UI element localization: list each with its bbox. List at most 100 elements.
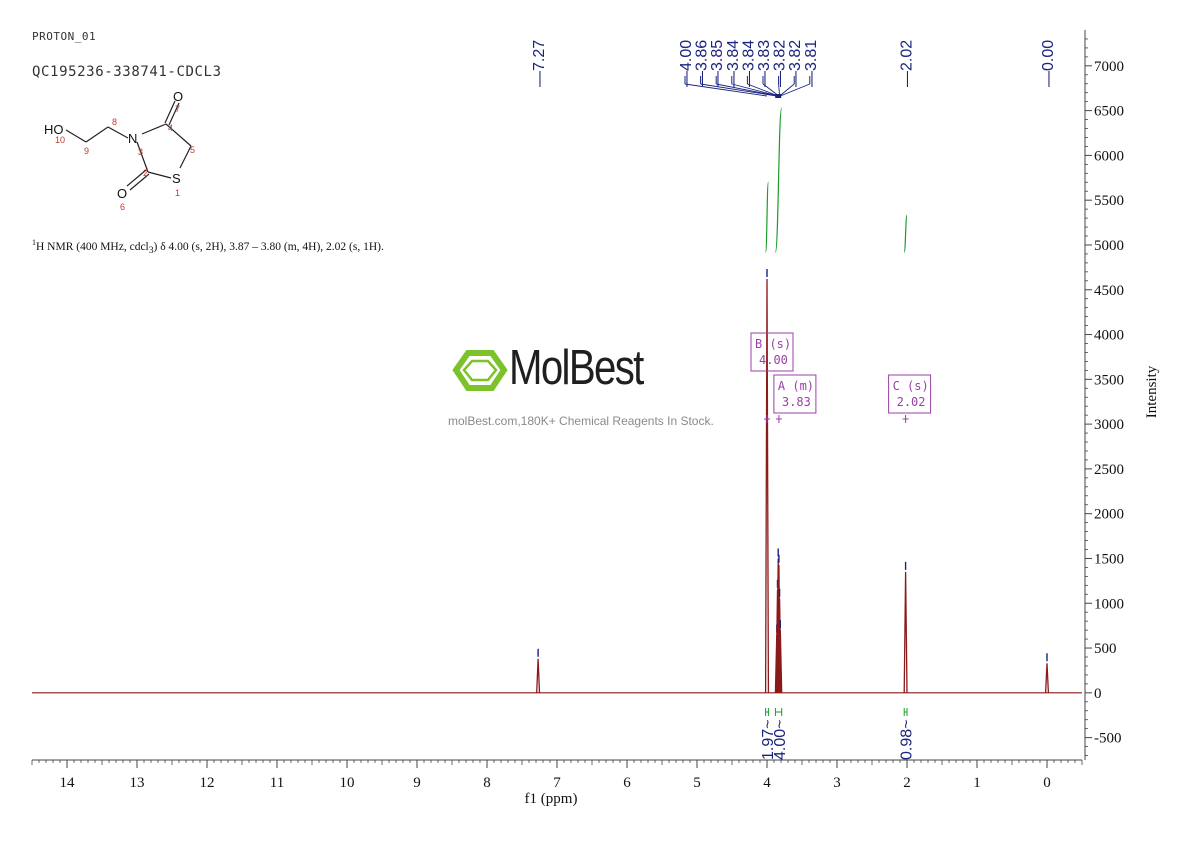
peak-label: —4.00 — [678, 40, 695, 87]
molecule-structure: HO N S O O 1 2 3 4 5 6 7 8 9 10 — [44, 89, 195, 212]
atom-number-2: 2 — [143, 168, 148, 178]
multiplet-shift: 2.02 — [897, 395, 926, 409]
carbonyl-o-label-2: O — [117, 186, 127, 201]
multiplet-anchor-marker — [775, 94, 782, 98]
x-tick-label: 13 — [130, 775, 145, 791]
y-tick-label: 4000 — [1094, 328, 1124, 344]
peak-label-connector — [716, 83, 778, 97]
atom-number-1: 1 — [175, 188, 180, 198]
x-tick-label: 8 — [483, 775, 491, 791]
peak-label: —0.00 — [1040, 40, 1057, 87]
watermark-brand: MolBest — [509, 341, 644, 395]
x-tick-label: 14 — [60, 775, 76, 791]
experiment-name: PROTON_01 — [32, 30, 97, 43]
integral-curve — [774, 107, 783, 253]
sulfur-label: S — [172, 171, 181, 186]
summary-subscript: 3 — [148, 245, 154, 257]
y-tick-label: 5500 — [1094, 193, 1124, 209]
atom-number-4: 4 — [168, 123, 173, 133]
multiplet-label: C (s) — [893, 379, 929, 393]
sample-id: QC195236-338741-CDCL3 — [32, 64, 222, 80]
peak-label-connector — [780, 83, 810, 97]
x-tick-label: 3 — [833, 775, 841, 791]
peak-label: —7.27 — [531, 40, 548, 87]
multiplet-box — [773, 374, 817, 414]
atom-number-9: 9 — [84, 146, 89, 156]
peak-label: —2.02 — [899, 40, 916, 87]
x-tick-label: 0 — [1043, 775, 1051, 791]
spectrum-peak — [903, 571, 908, 693]
integral-curve — [903, 214, 908, 253]
peak-label-layer: —7.27 —4.00—3.86—3.85—3.84—3.84—3.83—3.82… — [531, 40, 1057, 98]
y-tick-label: 2500 — [1094, 462, 1124, 478]
x-tick-label: 9 — [413, 775, 421, 791]
integral-layer: 1.97~4.00~ 0.98~ — [760, 107, 916, 760]
multiplet-label: B (s) — [755, 337, 791, 351]
multiplet-shift: 3.83 — [782, 395, 811, 409]
integral-value: 0.98~ — [899, 720, 916, 760]
y-tick-label: 6500 — [1094, 104, 1124, 120]
integral-value: 1.97~ — [760, 720, 777, 760]
peak-label-connector — [684, 83, 768, 97]
y-tick-label: 2000 — [1094, 507, 1124, 523]
atom-number-7: 7 — [175, 104, 180, 114]
carbonyl-o-label: O — [173, 89, 183, 104]
x-tick-label: 7 — [553, 775, 561, 791]
chart-axes: 14 13 12 11 10 9 8 7 6 5 4 3 2 1 0-5000500100015002000… — [31, 30, 1124, 791]
spectrum-layer — [32, 269, 1082, 694]
spectrum-peak — [1044, 663, 1050, 693]
y-tick-label: 7000 — [1094, 59, 1124, 75]
atom-number-10: 10 — [55, 135, 65, 145]
integral-value: 4.00~ — [772, 720, 789, 760]
x-tick-label: 6 — [623, 775, 631, 791]
hydroxyl-label: HO — [44, 122, 64, 137]
y-tick-label: 3500 — [1094, 372, 1124, 388]
spectrum-peak — [778, 630, 783, 693]
peak-label-connector — [731, 83, 779, 97]
integral-curve — [765, 181, 769, 253]
spectrum-peak — [764, 279, 770, 693]
x-axis-label: f1 (ppm) — [525, 791, 578, 807]
atom-number-6: 6 — [120, 202, 125, 212]
y-axis-label: Intensity — [1144, 365, 1160, 418]
multiplet-layer: B (s) 4.00 A (m) 3.83 C (s) 2.02 — [750, 332, 932, 423]
y-tick-label: 4500 — [1094, 283, 1124, 299]
x-tick-label: 10 — [340, 775, 355, 791]
x-tick-label: 12 — [200, 775, 215, 791]
multiplet-box — [750, 332, 794, 372]
watermark-logo-icon — [452, 350, 508, 391]
peak-label: —3.81 — [803, 40, 820, 87]
multiplet-box — [888, 374, 932, 414]
peak-label: —3.84 — [725, 40, 742, 87]
x-tick-label: 5 — [693, 775, 701, 791]
nmr-summary-text: 1H NMR (400 MHz, cdcl3) δ 4.00 (s, 2H), … — [32, 238, 384, 256]
multiplet-shift: 4.00 — [759, 353, 788, 367]
summary-main: H NMR (400 MHz, cdcl — [36, 240, 149, 253]
nitrogen-label: N — [128, 131, 137, 146]
peak-label: —3.86 — [694, 40, 711, 87]
y-tick-label: 5000 — [1094, 238, 1124, 254]
x-tick-label: 1 — [973, 775, 981, 791]
peak-label-connector — [700, 83, 777, 97]
peak-label: —3.83 — [756, 40, 773, 87]
watermark-tagline: molBest.com,180K+ Chemical Reagents In S… — [448, 414, 714, 428]
peak-label: —3.85 — [709, 40, 726, 87]
atom-number-5: 5 — [190, 145, 195, 155]
peak-label: —3.82 — [787, 40, 804, 87]
x-tick-label: 2 — [903, 775, 911, 791]
y-tick-label: -500 — [1094, 731, 1122, 747]
multiplet-label: A (m) — [778, 379, 814, 393]
x-tick-label: 4 — [763, 775, 771, 791]
summary-tail: ) δ 4.00 (s, 2H), 3.87 – 3.80 (m, 4H), 2… — [153, 240, 384, 253]
spectrum-peak — [536, 658, 541, 693]
y-tick-label: 6000 — [1094, 148, 1124, 164]
y-tick-label: 500 — [1094, 641, 1117, 657]
peak-label: —3.84 — [740, 40, 757, 87]
y-tick-label: 3000 — [1094, 417, 1124, 433]
peak-label-connector — [779, 83, 795, 97]
y-tick-label: 1500 — [1094, 551, 1124, 567]
peak-label: —3.82 — [772, 40, 789, 87]
atom-number-3: 3 — [138, 147, 143, 157]
atom-number-8: 8 — [112, 117, 117, 127]
peak-label-connector — [747, 83, 779, 97]
